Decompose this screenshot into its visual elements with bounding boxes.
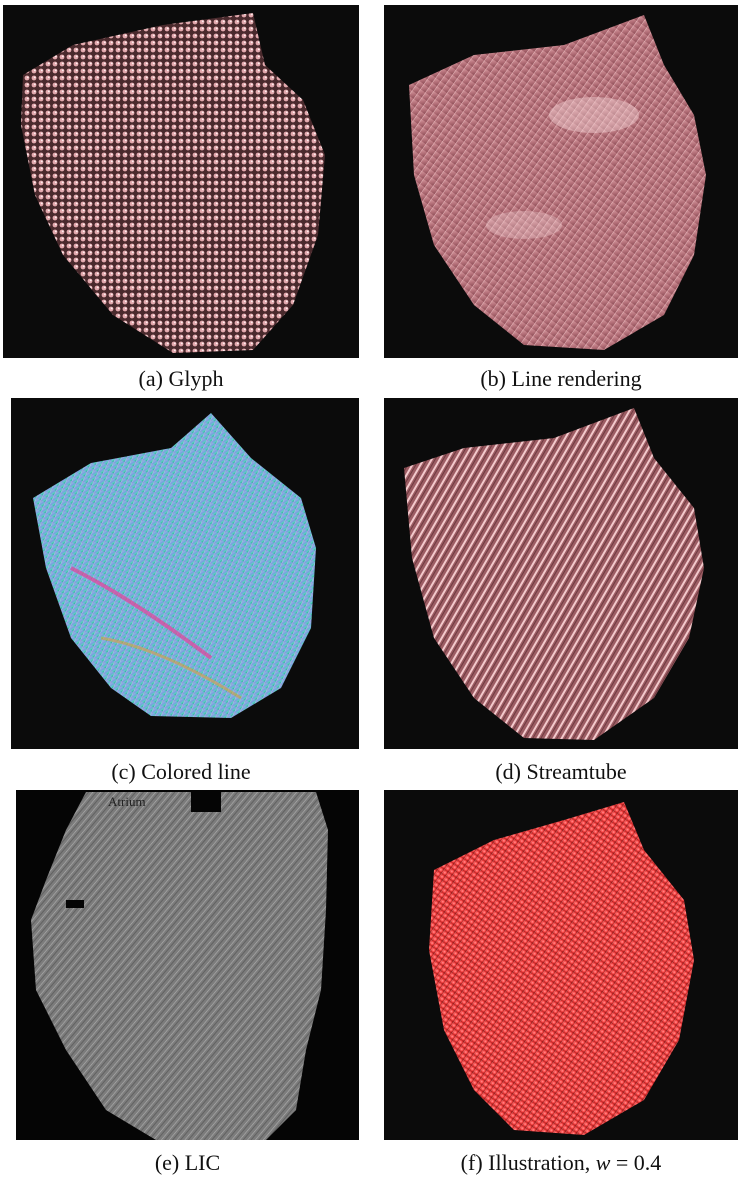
panel-glyph [3, 5, 359, 358]
panel-illustration [384, 790, 738, 1140]
caption-colored-line: (c) Colored line [111, 759, 251, 784]
caption-streamtube: (d) Streamtube [495, 759, 627, 784]
caption-illustration-variable: w [595, 1150, 611, 1175]
panel-line-rendering [384, 5, 738, 358]
illustration-heart-render [429, 802, 694, 1135]
caption-lic: (e) LIC [154, 1150, 221, 1175]
caption-illustration: (f) Illustration, w = 0.4 [384, 1150, 738, 1176]
caption-illustration-prefix: (f) Illustration, [460, 1150, 596, 1175]
caption-illustration-suffix: = 0.4 [610, 1150, 662, 1175]
glyph-heart-render [21, 13, 325, 353]
line-heart-render [409, 15, 706, 350]
caption-glyph: (a) Glyph [138, 366, 224, 391]
caption-line-rendering: (b) Line rendering [480, 366, 642, 391]
panel-streamtube [384, 398, 738, 749]
panel-lic: Atrium [16, 790, 359, 1140]
panel-colored-line [11, 398, 359, 749]
lic-heart-render [31, 792, 328, 1140]
colored-line-heart-render [33, 413, 316, 718]
streamtube-heart-render [404, 408, 704, 740]
annotation-atrium: Atrium [108, 794, 146, 809]
